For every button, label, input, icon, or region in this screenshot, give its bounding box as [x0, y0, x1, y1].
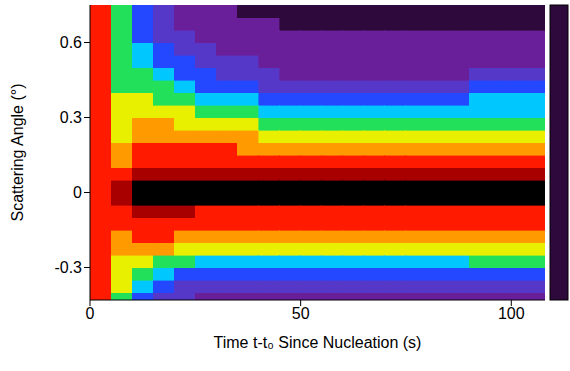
svg-text:0.6: 0.6	[60, 34, 82, 51]
svg-text:Scattering Angle (°): Scattering Angle (°)	[9, 83, 26, 221]
svg-text:0: 0	[86, 305, 95, 322]
svg-text:100: 100	[498, 305, 525, 322]
svg-text:50: 50	[292, 305, 310, 322]
svg-text:0: 0	[73, 184, 82, 201]
svg-text:0.3: 0.3	[60, 109, 82, 126]
svg-text:-0.3: -0.3	[54, 259, 82, 276]
svg-text:Time t-t₀ Since Nucleation (s): Time t-t₀ Since Nucleation (s)	[214, 334, 422, 351]
